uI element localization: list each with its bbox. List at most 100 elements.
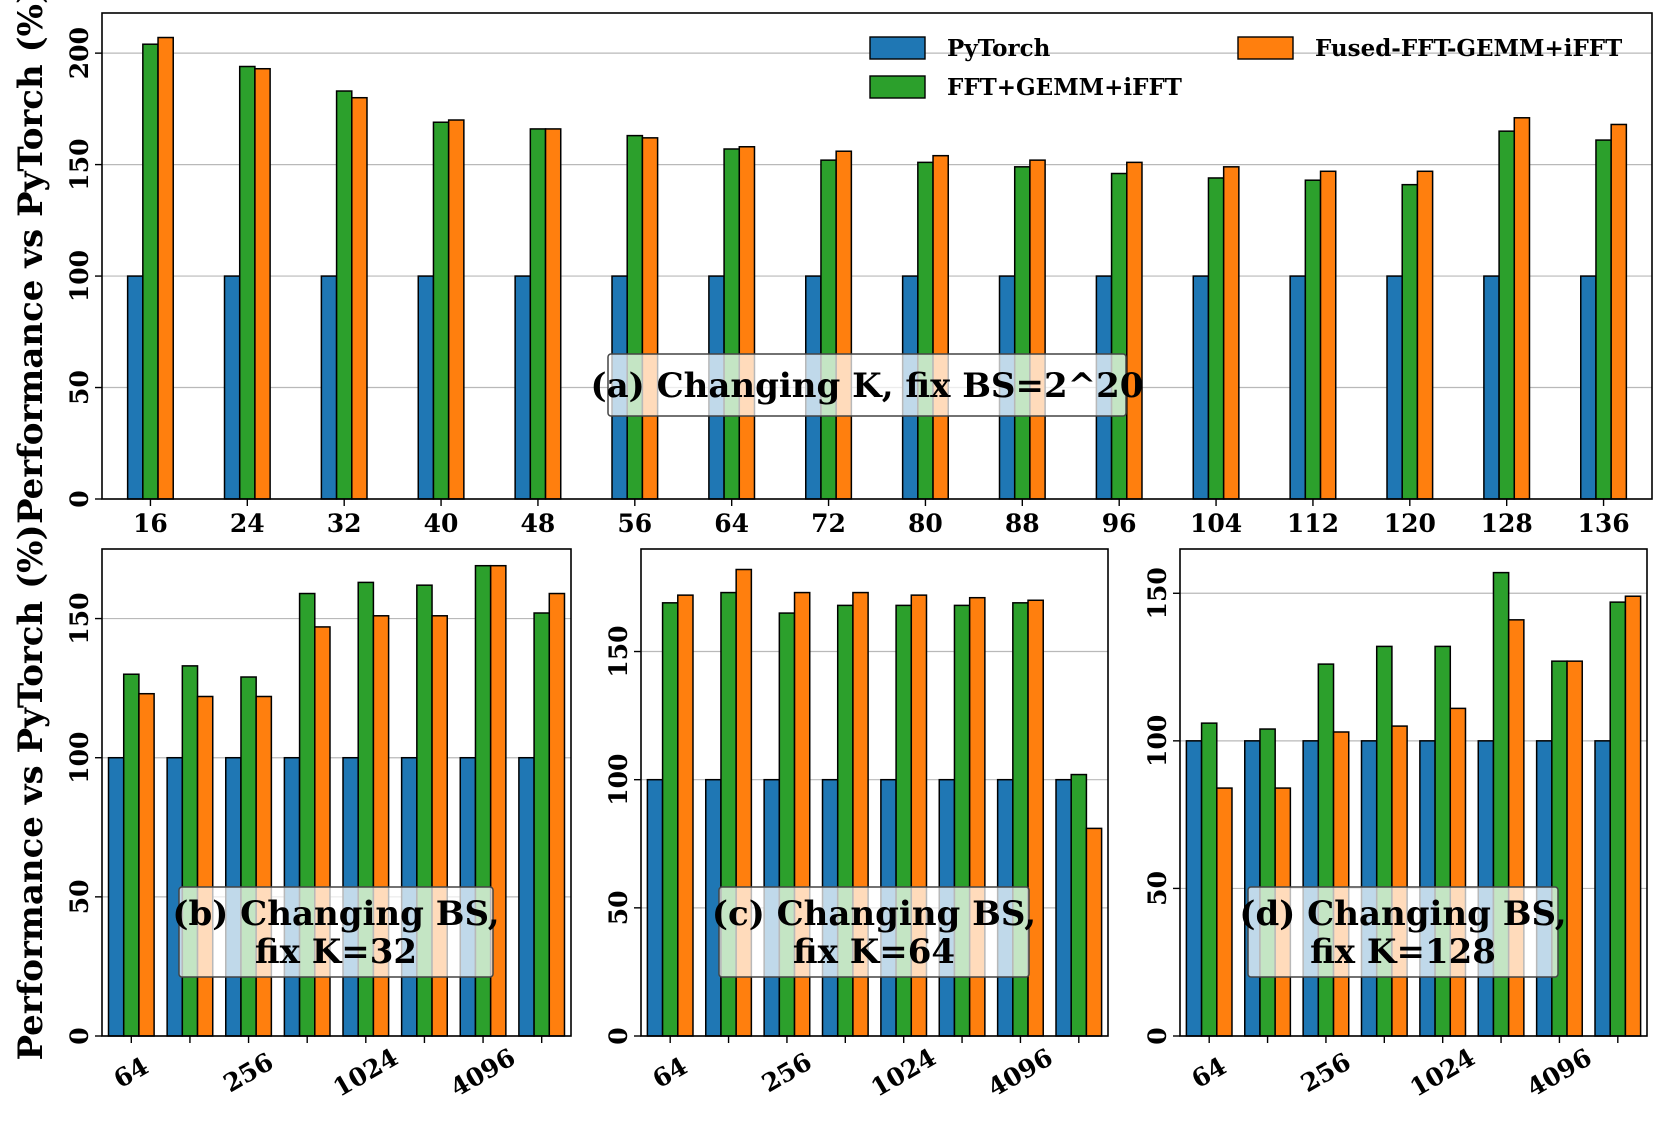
- legend-label-fft-gemm-ifft: FFT+GEMM+iFFT: [947, 74, 1182, 101]
- ytick-label-50: 50: [65, 370, 94, 405]
- bar-a-pytorch-48: [514, 275, 532, 500]
- panel-title-b-line-2: fix K=32: [255, 932, 417, 972]
- xtick-label-4096: 4096: [983, 1043, 1058, 1103]
- xtick-label-256: 256: [1296, 1047, 1356, 1098]
- bar-a-pytorch-24: [223, 275, 241, 500]
- bar-c-fft-gemm-ifft-64: [661, 602, 679, 1037]
- bar-b-fused-fft-gemm-ifft-256: [255, 695, 273, 1037]
- axes-frame-a: [101, 12, 1653, 500]
- bar-a-pytorch-104: [1192, 275, 1210, 500]
- bar-b-fused-fft-gemm-ifft-8192: [548, 592, 566, 1037]
- bar-a-fused-fft-gemm-ifft-40: [447, 119, 465, 500]
- panel-b: 0 50 100 150 64 256 1024 4096 (b) Changing BS,fi…: [11, 524, 572, 1103]
- bar-d-pytorch-64: [1185, 740, 1203, 1037]
- bar-d-fft-gemm-ifft-4096: [1551, 660, 1568, 1037]
- bar-a-fused-fft-gemm-ifft-80: [932, 154, 949, 500]
- bar-a-fused-fft-gemm-ifft-56: [641, 137, 659, 500]
- panel-title-box-c: [718, 886, 1030, 978]
- bar-a-fused-fft-gemm-ifft-16: [157, 36, 174, 500]
- bar-a-fft-gemm-ifft-32: [335, 90, 353, 500]
- panel-title-a-line-1: (a) Changing K, fix BS=2^20: [591, 366, 1144, 406]
- bar-c-fft-gemm-ifft-8192: [1070, 773, 1088, 1037]
- xtick-label-112: 112: [1287, 509, 1339, 538]
- xtick-label-128: 128: [1481, 509, 1533, 538]
- xtick-label-120: 120: [1384, 509, 1436, 538]
- xtick-label-1024: 1024: [328, 1043, 403, 1103]
- bar-d-fused-fft-gemm-ifft-8192: [1624, 595, 1642, 1037]
- legend-label-pytorch: PyTorch: [947, 35, 1051, 62]
- xtick-label-72: 72: [811, 509, 846, 538]
- xtick-label-256: 256: [218, 1047, 278, 1098]
- bar-a-fused-fft-gemm-ifft-120: [1416, 170, 1434, 500]
- bar-a-pytorch-40: [417, 275, 435, 500]
- bar-a-fused-fft-gemm-ifft-24: [254, 67, 271, 500]
- xtick-label-64: 64: [109, 1051, 154, 1094]
- bar-c-fused-fft-gemm-ifft-4096: [1027, 599, 1044, 1037]
- panel-a: 0 50 100 150 200 16 24 32 40 48 56 64 72 80 88 96 104 112…: [11, 0, 1653, 538]
- bar-a-fft-gemm-ifft-104: [1207, 177, 1225, 500]
- bar-a-fused-fft-gemm-ifft-32: [351, 96, 368, 500]
- bar-b-pytorch-64: [107, 756, 125, 1037]
- xtick-label-40: 40: [424, 509, 459, 538]
- panel-title-box-a: [607, 353, 1127, 417]
- bar-a-fft-gemm-ifft-48: [529, 128, 547, 500]
- ytick-label-0: 0: [604, 1027, 633, 1044]
- bar-a-fused-fft-gemm-ifft-96: [1126, 161, 1143, 500]
- bar-d-fused-fft-gemm-ifft-512: [1391, 725, 1408, 1037]
- bar-a-fft-gemm-ifft-80: [917, 161, 934, 500]
- panel-title-c-line-2: fix K=64: [793, 932, 955, 972]
- ytick-label-100: 100: [65, 250, 94, 302]
- bar-a-fused-fft-gemm-ifft-136: [1610, 123, 1628, 500]
- bar-a-fft-gemm-ifft-136: [1595, 139, 1612, 500]
- bar-d-fft-gemm-ifft-128: [1259, 728, 1276, 1037]
- xtick-label-88: 88: [1005, 509, 1040, 538]
- axes-frame-c: [640, 548, 1109, 1037]
- bar-c-fused-fft-gemm-ifft-64: [677, 594, 694, 1037]
- panel-c: 0 50 100 150 64 256 1024 4096 (c) Changing BS,fi…: [604, 548, 1109, 1103]
- xtick-label-24: 24: [230, 509, 265, 538]
- bar-b-fft-gemm-ifft-8192: [533, 612, 551, 1037]
- panel-title-c-line-1: (c) Changing BS,: [712, 894, 1036, 934]
- xtick-label-56: 56: [617, 509, 652, 538]
- legend-label-fused-fft-gemm-ifft: Fused-FFT-GEMM+iFFT: [1315, 35, 1622, 62]
- panel-title-box-d: [1247, 886, 1559, 978]
- xtick-label-64: 64: [1187, 1051, 1232, 1094]
- legend-swatch-pytorch: [869, 36, 926, 60]
- ytick-label-150: 150: [604, 625, 633, 677]
- xtick-label-4096: 4096: [445, 1043, 520, 1103]
- ytick-label-100: 100: [65, 732, 94, 784]
- bar-a-fused-fft-gemm-ifft-72: [835, 150, 853, 500]
- bar-b-fft-gemm-ifft-256: [240, 676, 257, 1037]
- ytick-label-50: 50: [604, 890, 633, 925]
- bar-d-fft-gemm-ifft-256: [1317, 663, 1335, 1037]
- ytick-label-50: 50: [1143, 871, 1172, 906]
- panel-d: 0 50 100 150 64 256 1024 4096 (d) Changing BS,fi…: [1143, 548, 1648, 1103]
- y-axis-label-a: Performance vs PyTorch (%): [11, 0, 51, 524]
- bar-a-pytorch-136: [1580, 275, 1597, 500]
- legend-swatch-fft-gemm-ifft: [869, 75, 926, 99]
- ytick-label-200: 200: [65, 27, 94, 79]
- bar-c-pytorch-8192: [1055, 778, 1072, 1037]
- xtick-label-80: 80: [908, 509, 943, 538]
- bar-a-fft-gemm-ifft-72: [820, 159, 837, 500]
- xtick-label-104: 104: [1190, 509, 1242, 538]
- bar-d-fused-fft-gemm-ifft-256: [1332, 731, 1350, 1037]
- ytick-label-150: 150: [65, 139, 94, 191]
- bar-a-pytorch-128: [1483, 275, 1500, 500]
- bar-b-pytorch-8192: [518, 756, 535, 1037]
- bar-a-fft-gemm-ifft-56: [626, 134, 644, 500]
- bar-a-pytorch-16: [126, 275, 144, 500]
- bar-a-pytorch-120: [1386, 275, 1403, 500]
- bar-d-fused-fft-gemm-ifft-4096: [1566, 660, 1583, 1037]
- panel-title-d-line-1: (d) Changing BS,: [1239, 894, 1566, 934]
- bar-b-fft-gemm-ifft-64: [122, 673, 140, 1037]
- ytick-label-0: 0: [65, 490, 94, 507]
- xtick-label-64: 64: [714, 509, 749, 538]
- bar-d-pytorch-8192: [1594, 740, 1611, 1037]
- xtick-label-48: 48: [521, 509, 556, 538]
- panel-title-box-b: [178, 886, 494, 978]
- bar-a-fft-gemm-ifft-64: [723, 148, 741, 500]
- ytick-label-100: 100: [1143, 715, 1172, 767]
- xtick-label-136: 136: [1577, 509, 1629, 538]
